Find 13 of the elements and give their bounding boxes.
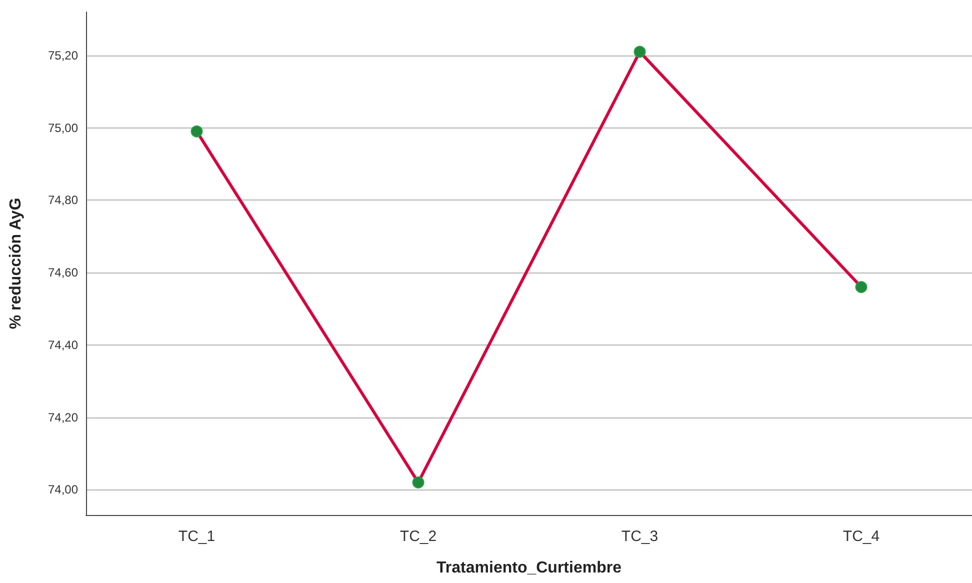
y-tick-label: 74,20 [48,410,78,424]
y-tick-label: 75,20 [48,48,78,62]
x-tick-label: TC_1 [178,528,216,545]
x-tick-label: TC_2 [400,528,437,545]
y-axis-title: % reducción AyG [8,198,24,330]
y-tick-label: 74,00 [48,482,78,497]
y-tick-label: 74,60 [48,266,78,280]
y-tick-label: 74,80 [48,193,78,208]
y-tick-label: 74,40 [48,338,78,352]
y-tick-label: 75,00 [48,120,78,135]
x-tick-label: TC_3 [621,528,658,545]
x-tick-label: TC_4 [842,528,880,545]
x-axis-title: Tratamiento_Curtiembre [436,560,622,576]
